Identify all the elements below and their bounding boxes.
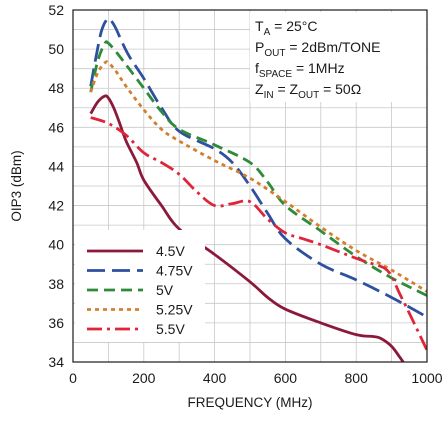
legend-label: 4.5V: [156, 243, 185, 259]
legend-label: 5.25V: [156, 302, 193, 318]
plot-frame: [72, 9, 428, 363]
y-tick-label: 34: [48, 354, 64, 370]
y-tick-labels: 34 36 38 40 42 44 46 48 50 52: [48, 2, 64, 370]
legend-label: 5.5V: [156, 321, 185, 337]
series-line-5-25v: [89, 60, 427, 293]
y-tick-label: 40: [48, 237, 64, 253]
y-tick-label: 38: [48, 276, 64, 292]
series-line-5-5v: [90, 116, 427, 351]
legend-label: 5V: [156, 282, 174, 298]
series-line-5v: [89, 40, 427, 297]
x-axis-title: FREQUENCY (MHz): [187, 395, 312, 410]
annotation-background: [250, 12, 426, 102]
x-tick-label: 1000: [411, 370, 442, 386]
x-tick-label: 400: [203, 370, 227, 386]
y-tick-label: 50: [48, 41, 64, 57]
x-tick-label: 600: [274, 370, 298, 386]
y-tick-label: 48: [48, 80, 64, 96]
y-tick-label: 36: [48, 315, 64, 331]
y-tick-label: 52: [48, 2, 64, 18]
x-tick-labels: 0 200 400 600 800 1000: [69, 370, 443, 386]
legend: 4.5V 4.75V 5V 5.25V 5.5V: [75, 230, 205, 342]
x-tick-label: 200: [132, 370, 156, 386]
x-tick-label: 0: [69, 370, 77, 386]
annotation-line: fSPACE = 1MHz: [255, 60, 345, 80]
y-tick-label: 42: [48, 198, 64, 214]
y-tick-label: 44: [48, 158, 64, 174]
annotation-line: POUT = 2dBm/TONE: [255, 39, 381, 59]
legend-label: 4.75V: [156, 263, 193, 279]
legend-background: [75, 230, 205, 342]
annotation-line: TA = 25°C: [255, 18, 317, 38]
x-tick-label: 800: [345, 370, 369, 386]
y-tick-label: 46: [48, 119, 64, 135]
annotation-line: ZIN = ZOUT = 50Ω: [255, 81, 361, 101]
y-axis-title: OIP3 (dBm): [9, 150, 24, 221]
